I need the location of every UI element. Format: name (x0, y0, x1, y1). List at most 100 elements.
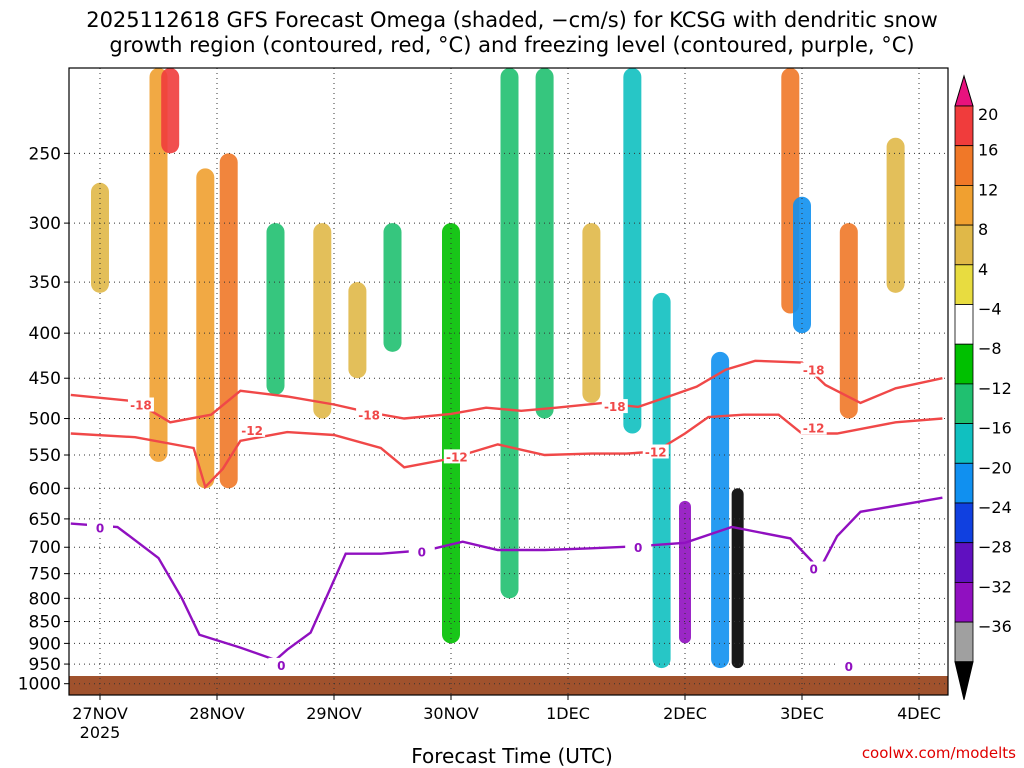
omega-cell (535, 68, 554, 419)
colorbar-segment (954, 184, 974, 226)
x-tick-label: 2DEC (663, 704, 707, 723)
colorbar-segment (954, 145, 974, 186)
x-tick-label: 3DEC (780, 704, 824, 723)
omega-cell (313, 223, 332, 419)
y-tick-label: 1000 (18, 675, 61, 695)
omega-cell (383, 223, 402, 352)
contour-label-bg (127, 397, 154, 412)
contour-label: 0 (634, 541, 642, 555)
omega-cell (886, 137, 905, 293)
colorbar-label: −8 (978, 339, 1002, 358)
contour--12 (70, 413, 943, 490)
contour-label: 0 (810, 563, 818, 577)
contour-label: -12 (803, 422, 825, 436)
y-tick-label: 900 (29, 634, 61, 654)
y-tick-label: 750 (29, 565, 61, 585)
contour-label-bg (800, 561, 827, 576)
y-tick-label: 350 (29, 273, 61, 293)
ground-strip (69, 676, 948, 695)
colorbar-label: −32 (978, 577, 1012, 596)
ground-layer (69, 676, 948, 695)
colorbar-segment (954, 582, 974, 623)
colorbar-label: −24 (978, 498, 1012, 517)
contour-label-bg (239, 422, 266, 437)
omega-cell (161, 68, 180, 154)
colorbar-segment (954, 383, 974, 424)
omega-cell (679, 500, 691, 644)
colorbar-segment (954, 224, 974, 266)
omega-cell (839, 223, 858, 419)
contour-label-bg (443, 449, 470, 464)
contour-label: -12 (446, 450, 468, 464)
x-tick-label: 27NOV (72, 704, 128, 723)
contour-label: -18 (803, 364, 825, 378)
x-tick-label: 1DEC (546, 704, 590, 723)
omega-cell (711, 351, 730, 669)
y-tick-label: 500 (29, 410, 61, 430)
x-axis-title: Forecast Time (UTC) (411, 744, 613, 768)
omega-cell (196, 168, 215, 489)
omega-cell (91, 182, 109, 293)
colorbar-segment (954, 304, 974, 345)
contour-label: -12 (645, 445, 667, 459)
y-axis: 2503003504004505005506006507007508008509… (18, 144, 69, 695)
omega-cell (623, 68, 642, 434)
colorbar-label: 12 (978, 180, 998, 199)
x-tick-label: 28NOV (189, 704, 245, 723)
y-tick-label: 850 (29, 613, 61, 633)
y-tick-label: 650 (29, 510, 61, 530)
colorbar-top-arrow (954, 74, 974, 107)
colorbar-label: 8 (978, 220, 988, 239)
contour-label-bg (408, 544, 435, 559)
colorbar-segment (954, 264, 974, 305)
contour-label-bg (356, 407, 383, 422)
y-tick-label: 250 (29, 144, 61, 164)
contour-label: -18 (604, 400, 626, 414)
contour-label-bg (625, 540, 652, 555)
colorbar-segment (954, 542, 974, 583)
omega-cell (266, 223, 285, 395)
x-tick-label: 29NOV (306, 704, 362, 723)
contour-label-bg (642, 444, 669, 459)
omega-cell (582, 223, 601, 403)
contour-lines: -18 -18 -18 -18 -12 -12 -12 -12 0 0 0 0 0 0 (70, 359, 943, 674)
y-tick-label: 450 (29, 369, 61, 389)
colorbar-segment (954, 462, 974, 504)
credit-text: coolwx.com/modelts (861, 744, 1016, 762)
colorbar-label: −12 (978, 379, 1012, 398)
contour-label: 0 (418, 546, 426, 560)
plot-frame (68, 67, 949, 696)
y-tick-label: 400 (29, 324, 61, 344)
x-tick-sublabel: 2025 (80, 723, 121, 742)
omega-cell (348, 282, 367, 379)
colorbar-label: −4 (978, 300, 1002, 319)
colorbar-segment (954, 502, 974, 544)
colorbar-label: −28 (978, 538, 1012, 557)
colorbar-segment (954, 105, 974, 147)
y-tick-label: 950 (29, 655, 61, 675)
colorbar-segment (954, 423, 974, 464)
contour-label: -12 (241, 424, 263, 438)
colorbar: 20 16 12 8 4 −4 −8 −12 −16 −20 −24 −28 −32 −36 (954, 74, 1012, 700)
contour-label-bg (800, 362, 827, 377)
contour-label-bg (800, 420, 827, 435)
contour-label: -18 (130, 399, 152, 413)
omega-cell (219, 153, 238, 489)
omega-shading (91, 68, 905, 669)
omega-cell (793, 196, 811, 334)
colorbar-bottom-arrow (954, 661, 974, 700)
y-tick-label: 700 (29, 538, 61, 558)
colorbar-label: 4 (978, 260, 988, 279)
y-tick-label: 300 (29, 214, 61, 234)
contour-label-bg (601, 399, 628, 414)
contour-label: -18 (358, 409, 380, 423)
contour-label-bg (268, 657, 295, 672)
colorbar-segment (954, 343, 974, 385)
colorbar-label: 20 (978, 105, 998, 124)
contour-label-bg (87, 520, 113, 535)
colorbar-segment (954, 621, 974, 663)
colorbar-label: −36 (978, 617, 1012, 636)
contour-label: 0 (96, 522, 104, 536)
